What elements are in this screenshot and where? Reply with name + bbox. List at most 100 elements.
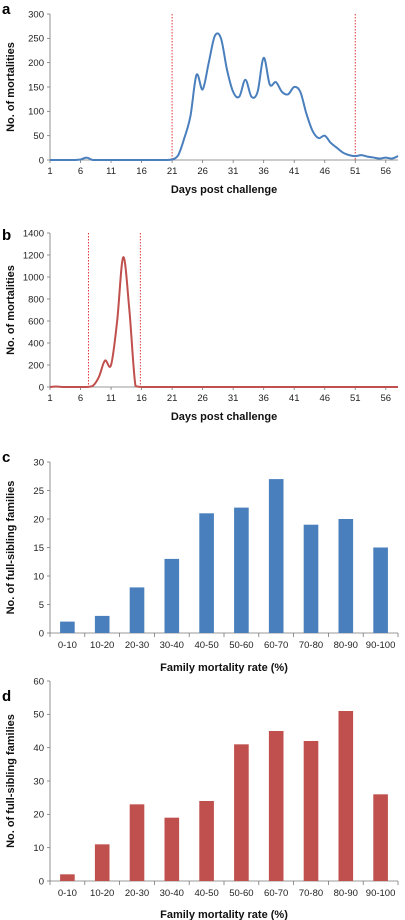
panel-b-x-tick-label: 26 (197, 393, 208, 404)
panel-c-y-tick-label: 25 (33, 486, 44, 497)
panel-c-y-tick-label: 30 (33, 457, 44, 468)
panel-d-x-tick-label: 10-20 (90, 888, 114, 899)
panel-b-y-tick-label: 200 (28, 360, 44, 371)
panel-a-x-tick-label: 16 (136, 166, 147, 177)
panel-d-y-tick-label: 50 (33, 710, 44, 721)
panel-a-y-axis-title: No. of mortalities (5, 42, 17, 132)
panel-d-y-tick-label: 60 (33, 676, 44, 687)
panel-a-x-axis-title: Days post challenge (171, 184, 277, 196)
panel-d-x-tick-label: 80-90 (334, 888, 358, 899)
panel-b-x-tick-label: 6 (78, 393, 83, 404)
panel-b-x-tick-label: 41 (289, 393, 300, 404)
panel-b-x-tick-label: 1 (47, 393, 52, 404)
panel-c-bar (129, 587, 145, 633)
panel-a-x-tick-label: 41 (289, 166, 300, 177)
panel-c-y-axis-title: No. of full-sibling families (5, 481, 17, 615)
panel-d-y-tick-label: 0 (39, 876, 44, 887)
panel-b-x-tick-label: 46 (319, 393, 330, 404)
panel-d-x-tick-label: 60-70 (264, 888, 288, 899)
panel-a-y-tick-label: 50 (33, 131, 44, 142)
panel-c-bar (234, 507, 249, 633)
panel-a-y-tick-label: 0 (39, 155, 44, 166)
panel-b-y-tick-label: 600 (28, 316, 44, 327)
panel-a-x-tick-label: 11 (106, 166, 116, 177)
panel-d-bar (373, 794, 388, 881)
panel-c-bar (94, 615, 110, 633)
panel-d-bar (60, 874, 75, 881)
panel-b-x-tick-label: 36 (258, 393, 269, 404)
panel-d-bar (94, 844, 110, 881)
panel-d-bar (199, 801, 214, 881)
panel-b-y-tick-label: 0 (39, 382, 44, 393)
panel-c-x-tick-label: 30-40 (160, 640, 184, 651)
panel-b-series-line (49, 256, 398, 389)
panel-c-x-tick-label: 80-90 (334, 640, 358, 651)
panel-a-x-tick-label: 1 (47, 166, 52, 177)
panel-c-y-tick-label: 0 (39, 628, 44, 639)
panel-c-bar (373, 547, 388, 633)
panel-c-x-tick-label: 60-70 (264, 640, 288, 651)
panel-c-x-tick-label: 70-80 (299, 640, 323, 651)
panel-c-x-tick-label: 10-20 (90, 640, 114, 651)
panel-b-y-tick-label: 400 (28, 338, 44, 349)
panel-c-bar (303, 524, 319, 633)
panel-d-bar (164, 817, 180, 881)
panel-b-y-tick-label: 1400 (23, 228, 44, 239)
panel-b-x-axis-title: Days post challenge (171, 411, 277, 423)
panel-b-y-tick-label: 1200 (23, 250, 44, 261)
panel-b-x-tick-label: 11 (106, 393, 116, 404)
panel-d-x-axis-title: Family mortality rate (%) (160, 909, 288, 920)
panel-c-bar (338, 519, 354, 633)
panel-d-bar (338, 711, 354, 881)
panel-d-y-tick-label: 30 (33, 776, 44, 787)
panel-a-y-tick-label: 200 (28, 58, 44, 69)
panel-a-x-tick-label: 31 (228, 166, 239, 177)
panel-c-x-tick-label: 40-50 (194, 640, 218, 651)
panel-c-y-tick-label: 20 (33, 514, 44, 525)
panel-c-x-tick-label: 50-60 (229, 640, 253, 651)
panel-c-bar (268, 479, 284, 633)
panel-b-x-tick-label: 16 (136, 393, 147, 404)
panel-a-y-tick-label: 100 (28, 107, 44, 118)
panel-c-chart: c 0 5 10 15 20 25 30 0-10 10-20 20-30 30-40 40-50 50… (2, 449, 399, 674)
panel-c-y-tick-label: 15 (33, 543, 44, 554)
panel-a-letter: a (2, 1, 11, 18)
panel-c-x-tick-label: 90-100 (366, 640, 396, 651)
panel-d-x-tick-label: 0-10 (58, 888, 77, 899)
panel-d-x-tick-label: 40-50 (194, 888, 218, 899)
panel-d-y-tick-label: 20 (33, 810, 44, 821)
panel-d-bar (268, 731, 284, 881)
panel-c-x-axis-title: Family mortality rate (%) (160, 662, 288, 674)
panel-c-bar (60, 621, 75, 633)
panel-a-y-tick-label: 250 (28, 34, 44, 45)
panel-a-x-tick-label: 56 (381, 166, 392, 177)
panel-a-y-tick-label: 300 (28, 9, 44, 20)
panel-a-x-tick-label: 26 (197, 166, 208, 177)
panel-d-y-tick-label: 10 (33, 843, 44, 854)
panel-a-x-tick-label: 21 (167, 166, 178, 177)
panel-c-bar (164, 558, 180, 633)
panel-c-bar (199, 513, 214, 633)
panel-b-y-tick-label: 1000 (23, 272, 44, 283)
panel-a-series-line (49, 32, 399, 162)
panel-d-bar (234, 744, 249, 881)
panel-c-letter: c (2, 449, 10, 466)
panel-c-x-tick-label: 0-10 (58, 640, 77, 651)
panel-a-x-tick-label: 6 (78, 166, 83, 177)
panel-d-x-tick-label: 30-40 (160, 888, 184, 899)
panel-d-letter: d (2, 688, 11, 705)
panel-b-y-axis-title: No. of mortalities (5, 265, 17, 355)
panel-d-x-tick-label: 20-30 (125, 888, 149, 899)
panel-d-x-tick-label: 90-100 (366, 888, 396, 899)
panel-a-x-tick-label: 51 (350, 166, 361, 177)
panel-d-chart: d 0 10 20 30 40 50 60 0-10 10-20 20-30 30-40 40-50 5… (2, 676, 399, 920)
panel-b-x-tick-label: 31 (228, 393, 239, 404)
panel-c-x-tick-label: 20-30 (125, 640, 149, 651)
panel-b-letter: b (2, 227, 11, 244)
panel-a-x-tick-label: 36 (258, 166, 269, 177)
panel-a-x-tick-label: 46 (319, 166, 330, 177)
panel-b-x-tick-label: 56 (381, 393, 392, 404)
